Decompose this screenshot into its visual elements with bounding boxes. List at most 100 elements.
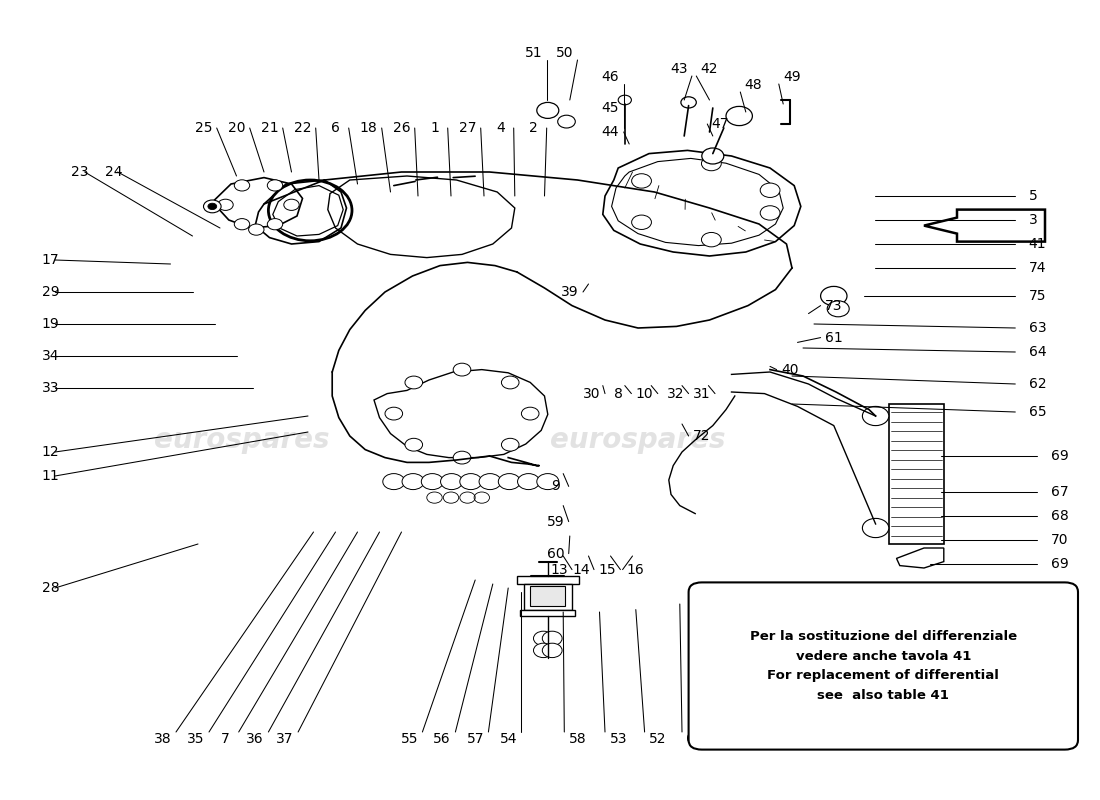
Circle shape — [702, 233, 722, 247]
Text: 11: 11 — [42, 469, 59, 483]
Circle shape — [383, 474, 405, 490]
Text: 47: 47 — [712, 117, 729, 131]
Text: 74: 74 — [1028, 261, 1046, 275]
Text: 46: 46 — [602, 70, 619, 84]
Text: 61: 61 — [825, 330, 843, 345]
Circle shape — [521, 407, 539, 420]
Text: 7: 7 — [221, 732, 230, 746]
Text: 21: 21 — [261, 121, 278, 135]
Circle shape — [204, 200, 221, 213]
Text: 49: 49 — [783, 70, 801, 84]
Text: 26: 26 — [393, 121, 410, 135]
Text: 66: 66 — [752, 732, 770, 746]
Text: 50: 50 — [556, 46, 573, 60]
Text: 24: 24 — [104, 165, 122, 179]
FancyBboxPatch shape — [689, 582, 1078, 750]
Text: 67: 67 — [1050, 485, 1068, 499]
Text: 41: 41 — [1028, 237, 1046, 251]
Circle shape — [267, 218, 283, 230]
Text: 39: 39 — [561, 285, 579, 299]
Circle shape — [385, 407, 403, 420]
Circle shape — [726, 106, 752, 126]
Text: 16: 16 — [627, 562, 645, 577]
Text: 19: 19 — [42, 317, 59, 331]
Circle shape — [862, 518, 889, 538]
Text: 70: 70 — [1050, 533, 1068, 547]
Text: 32: 32 — [667, 386, 684, 401]
Circle shape — [702, 148, 724, 164]
Polygon shape — [517, 576, 579, 584]
Text: 42: 42 — [701, 62, 718, 76]
Text: 13: 13 — [550, 562, 568, 577]
Text: 17: 17 — [42, 253, 59, 267]
Text: 30: 30 — [583, 386, 601, 401]
Text: 64: 64 — [1028, 345, 1046, 359]
Text: 73: 73 — [825, 298, 843, 313]
Text: 69: 69 — [1050, 449, 1068, 463]
Circle shape — [534, 643, 553, 658]
Circle shape — [218, 199, 233, 210]
Circle shape — [267, 180, 283, 191]
Text: Per la sostituzione del differenziale
vedere anche tavola 41
For replacement of : Per la sostituzione del differenziale ve… — [750, 630, 1016, 702]
Circle shape — [208, 203, 217, 210]
Text: 69: 69 — [1050, 557, 1068, 571]
Text: 45: 45 — [602, 101, 619, 115]
Text: 44: 44 — [602, 125, 619, 139]
Circle shape — [502, 438, 519, 451]
Circle shape — [542, 631, 562, 646]
Polygon shape — [530, 586, 565, 606]
Circle shape — [405, 376, 422, 389]
Circle shape — [631, 215, 651, 230]
Circle shape — [702, 156, 722, 170]
Circle shape — [284, 199, 299, 210]
Text: 55: 55 — [400, 732, 418, 746]
Text: 62: 62 — [1028, 377, 1046, 391]
Text: 1: 1 — [430, 121, 439, 135]
Circle shape — [821, 286, 847, 306]
Text: 31: 31 — [693, 386, 711, 401]
Circle shape — [249, 224, 264, 235]
Text: 51: 51 — [525, 46, 542, 60]
Circle shape — [760, 183, 780, 198]
Text: 22: 22 — [294, 121, 311, 135]
Circle shape — [234, 218, 250, 230]
Text: 20: 20 — [228, 121, 245, 135]
Circle shape — [498, 474, 520, 490]
Text: eurospares: eurospares — [154, 426, 330, 454]
Text: 8: 8 — [614, 386, 623, 401]
Text: 34: 34 — [42, 349, 59, 363]
Circle shape — [542, 643, 562, 658]
Circle shape — [460, 474, 482, 490]
Text: 43: 43 — [670, 62, 688, 76]
Circle shape — [827, 301, 849, 317]
Text: 75: 75 — [1028, 289, 1046, 303]
Text: 3: 3 — [1028, 213, 1037, 227]
Circle shape — [234, 180, 250, 191]
Text: 60: 60 — [547, 546, 564, 561]
Circle shape — [517, 474, 539, 490]
Text: 15: 15 — [598, 562, 616, 577]
Text: 5: 5 — [1028, 189, 1037, 203]
Circle shape — [760, 206, 780, 220]
Text: 48: 48 — [745, 78, 762, 92]
Text: 37: 37 — [276, 732, 294, 746]
Text: 54: 54 — [499, 732, 517, 746]
Text: eurospares: eurospares — [550, 426, 726, 454]
Circle shape — [537, 474, 559, 490]
Text: 53: 53 — [609, 732, 627, 746]
Text: 72: 72 — [693, 429, 711, 443]
Text: 52: 52 — [649, 732, 667, 746]
Text: 65: 65 — [1028, 405, 1046, 419]
Circle shape — [453, 451, 471, 464]
Text: 9: 9 — [551, 479, 560, 494]
Text: 56: 56 — [433, 732, 451, 746]
Circle shape — [402, 474, 425, 490]
Text: 12: 12 — [42, 445, 59, 459]
Circle shape — [537, 102, 559, 118]
Circle shape — [862, 406, 889, 426]
Text: 40: 40 — [781, 362, 799, 377]
Text: 71: 71 — [719, 732, 737, 746]
Text: 23: 23 — [72, 165, 89, 179]
Text: 69: 69 — [686, 732, 704, 746]
Circle shape — [534, 631, 553, 646]
